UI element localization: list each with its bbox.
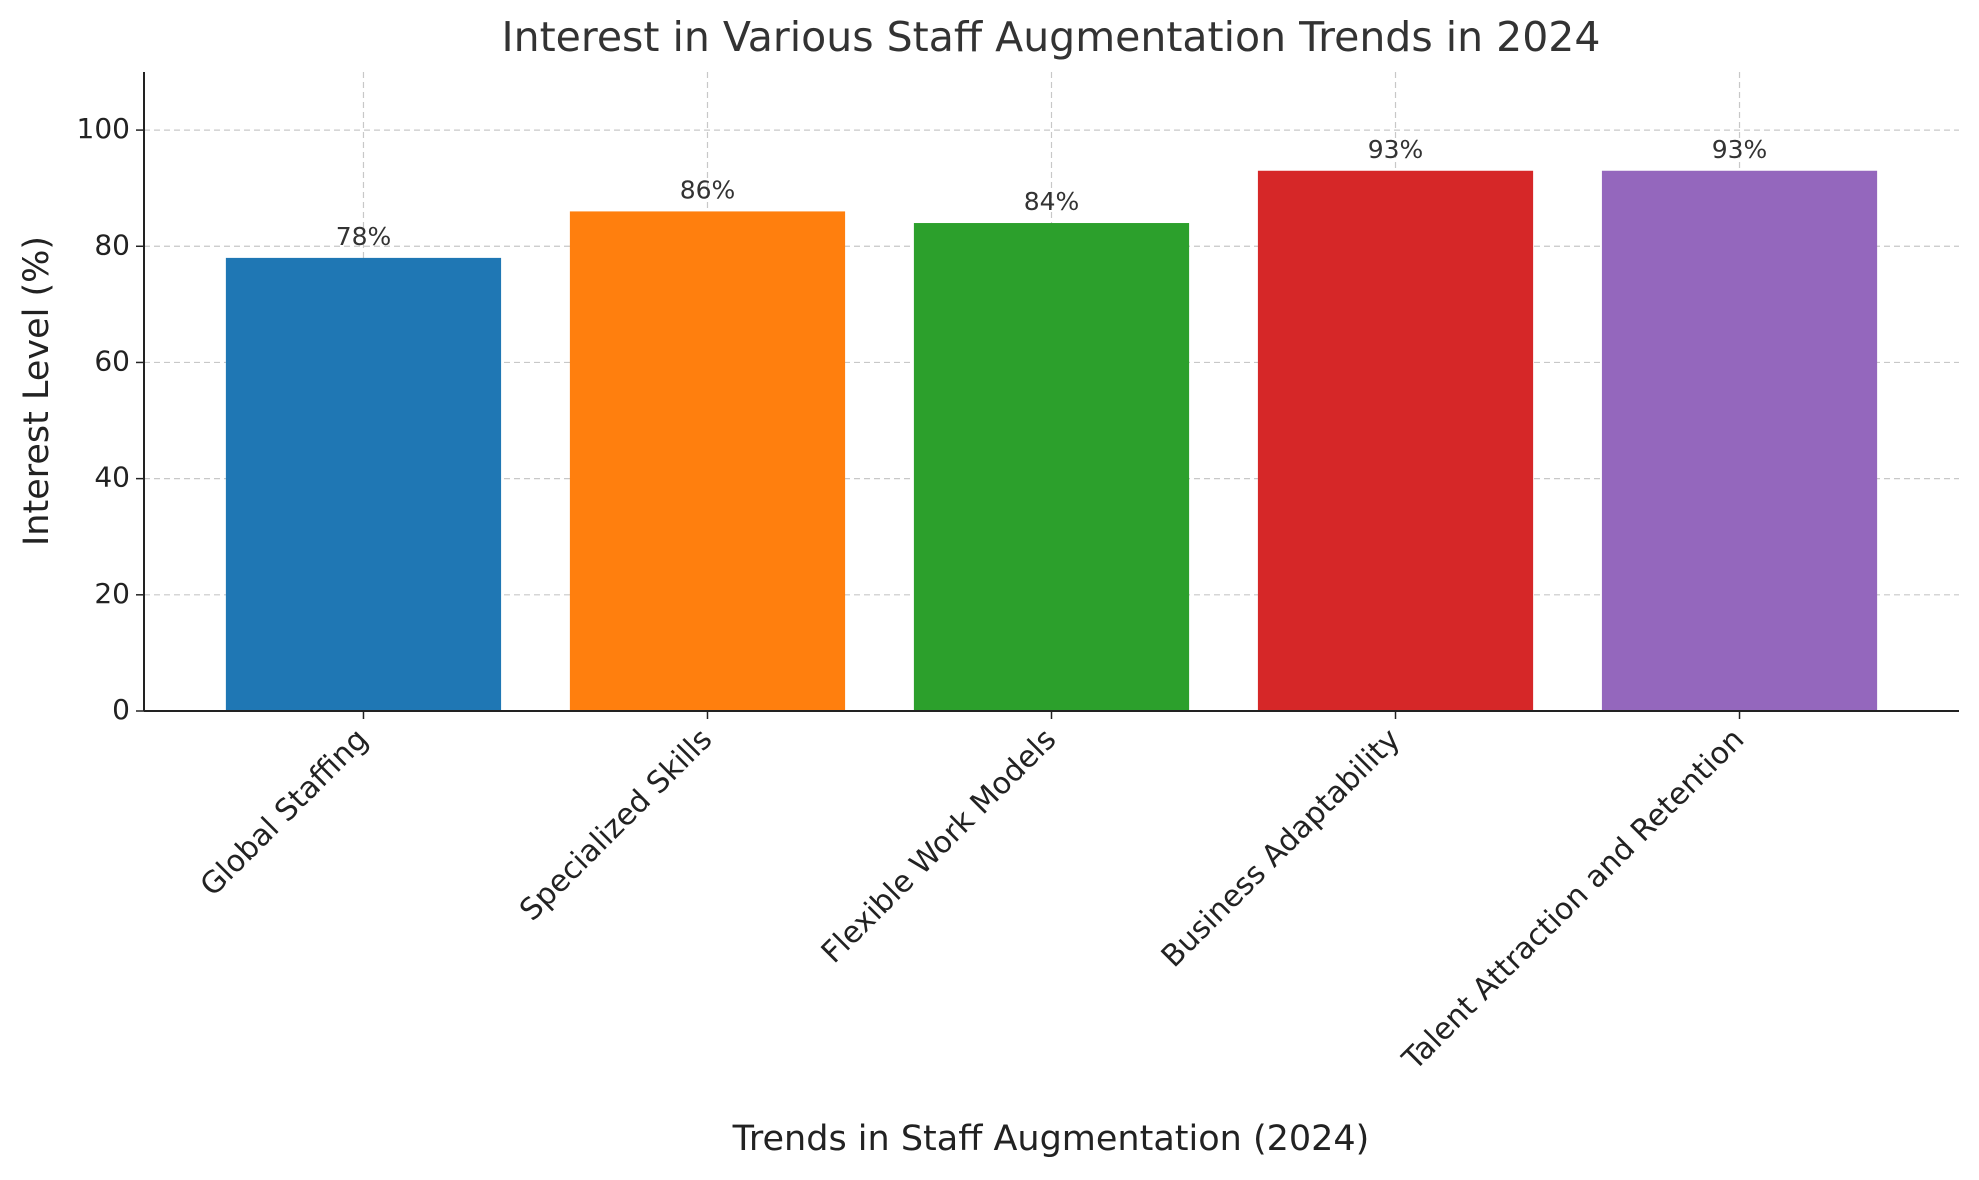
y-tick-label: 40 bbox=[94, 461, 130, 494]
y-tick-label: 80 bbox=[94, 228, 130, 261]
x-axis-label: Trends in Staff Augmentation (2024) bbox=[732, 1119, 1370, 1159]
bar bbox=[225, 257, 502, 711]
bar bbox=[1257, 170, 1534, 712]
x-tick-label: Flexible Work Models bbox=[815, 722, 1063, 970]
value-label: 86% bbox=[680, 175, 736, 204]
bar bbox=[1601, 170, 1878, 712]
bar bbox=[569, 211, 846, 711]
x-tick-label: Specialized Skills bbox=[513, 722, 719, 928]
x-tick-label: Business Adaptability bbox=[1155, 722, 1407, 974]
value-label: 78% bbox=[336, 222, 392, 251]
value-label: 84% bbox=[1024, 187, 1080, 216]
bar bbox=[913, 223, 1190, 711]
y-tick-label: 0 bbox=[112, 693, 130, 726]
y-tick-label: 100 bbox=[77, 112, 130, 145]
x-tick-label: Talent Attraction and Retention bbox=[1395, 722, 1751, 1078]
y-tick-label: 20 bbox=[94, 577, 130, 610]
value-label: 93% bbox=[1712, 135, 1768, 164]
chart-title: Interest in Various Staff Augmentation T… bbox=[502, 13, 1601, 61]
y-tick-label: 60 bbox=[94, 344, 130, 377]
y-axis-label: Interest Level (%) bbox=[17, 236, 57, 546]
value-label: 93% bbox=[1368, 135, 1424, 164]
x-tick-label: Global Staffing bbox=[194, 722, 375, 903]
